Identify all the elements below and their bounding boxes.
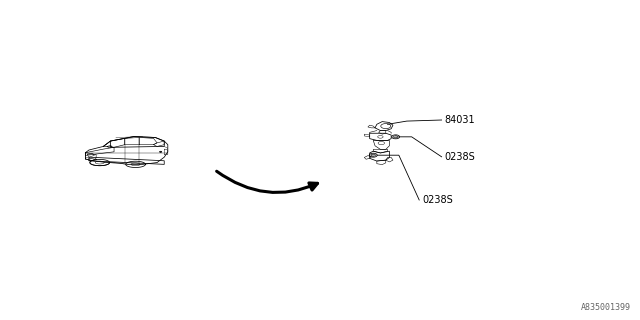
Text: 84031: 84031 — [445, 115, 476, 125]
Circle shape — [159, 151, 162, 152]
Text: A835001399: A835001399 — [580, 303, 630, 312]
Text: 0238S: 0238S — [445, 152, 476, 162]
Text: 0238S: 0238S — [422, 195, 453, 205]
